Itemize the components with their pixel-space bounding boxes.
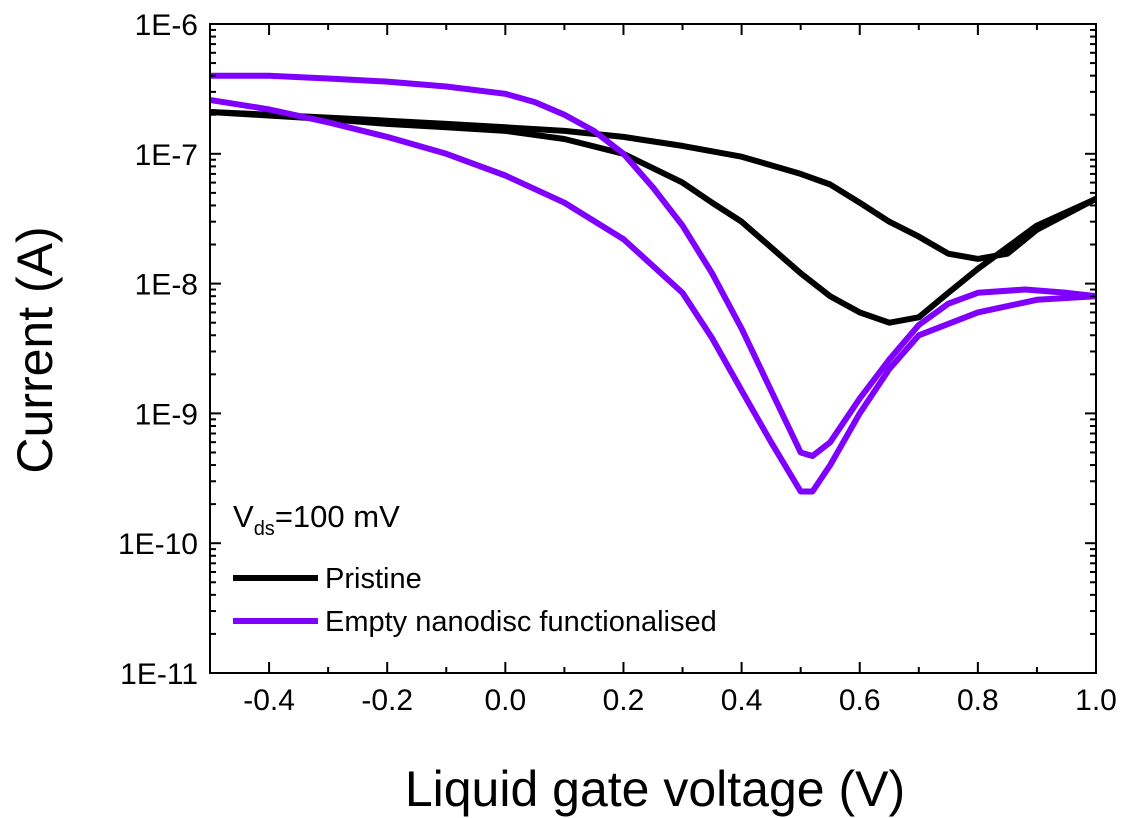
x-tick-label: 1.0	[1075, 684, 1117, 717]
series-0-sweep-1	[210, 109, 1096, 326]
series-layer	[210, 72, 1096, 495]
vds-annotation: Vds=100 mV	[233, 499, 400, 540]
ticks-layer	[209, 23, 1097, 674]
plot-frame	[209, 23, 1097, 674]
y-tick-label: 1E-11	[120, 658, 198, 691]
x-tick-label: 0.4	[721, 684, 763, 717]
legend-label-nanodisc: Empty nanodisc functionalised	[325, 606, 717, 638]
y-tick-label: 1E-6	[135, 9, 198, 42]
y-tick-label: 1E-10	[118, 528, 198, 561]
series-1-sweep-1	[210, 96, 1096, 495]
x-tick-label: -0.4	[243, 684, 295, 717]
x-tick-label: -0.2	[361, 684, 413, 717]
x-axis-title: Liquid gate voltage (V)	[405, 761, 905, 817]
y-tick-label: 1E-7	[135, 139, 198, 172]
x-tick-label: 0.2	[603, 684, 645, 717]
annotation-main: V	[233, 499, 254, 534]
legend: Pristine Empty nanodisc functionalised	[233, 563, 717, 638]
series-0-sweep-0	[210, 109, 1096, 262]
x-tick-label: 0.8	[957, 684, 999, 717]
annotation-rest: =100 mV	[275, 499, 400, 534]
y-axis-title: Current (A)	[7, 226, 63, 473]
x-tick-label: 0.0	[484, 684, 526, 717]
x-tick-label: 0.6	[839, 684, 881, 717]
svg-text:Vds=100 mV: Vds=100 mV	[233, 499, 400, 540]
series-1-sweep-0	[210, 72, 1096, 459]
labels-layer: -0.4 -0.2 0.0 0.2 0.4 0.6 0.8 1.0 1E-11 1E-10 1E-9…	[118, 9, 1117, 717]
legend-label-pristine: Pristine	[325, 563, 422, 595]
y-tick-label: 1E-8	[135, 269, 198, 302]
y-tick-label: 1E-9	[135, 398, 198, 431]
annotation-subscript: ds	[254, 518, 275, 540]
